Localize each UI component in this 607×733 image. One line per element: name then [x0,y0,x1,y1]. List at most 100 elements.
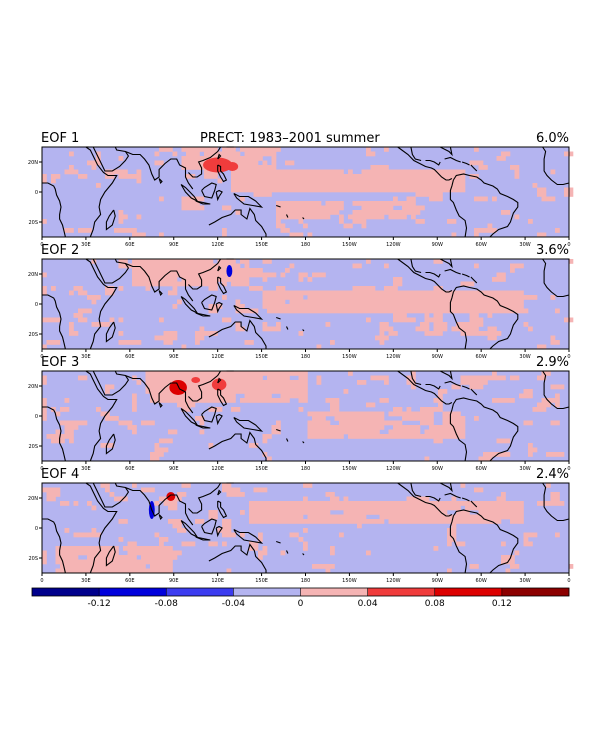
lat-tick-label: 20N [28,496,38,502]
lat-tick-label: 20S [28,332,38,338]
colorbar-segment [166,588,234,596]
colorbar-label: 0 [298,599,304,609]
lon-tick-label: 180 [301,242,311,248]
colorbar-label: 0.08 [425,599,445,609]
panel-4-variance: 2.4% [535,467,569,482]
anomaly-field [42,371,565,462]
lon-tick-label: 0 [567,354,570,360]
lon-tick-label: 120E [211,242,224,248]
lon-tick-label: 120W [386,466,401,472]
coastlines [42,146,570,238]
lon-tick-label: 30E [81,578,91,584]
colorbar-label: -0.08 [155,599,179,609]
colorbar-label: 0.12 [492,599,512,609]
lon-tick-label: 0 [567,466,570,472]
panel-3-variance: 2.9% [535,355,569,370]
strong-anomaly [191,377,201,383]
panel-4-label: EOF 4 [41,467,80,482]
lon-tick-label: 30E [81,242,91,248]
anomaly-field [42,483,574,574]
lon-tick-label: 150W [342,242,357,248]
lon-tick-label: 30W [519,242,530,248]
lon-tick-label: 0 [567,242,570,248]
lon-tick-label: 90W [432,354,443,360]
lon-tick-label: 120W [386,242,401,248]
lon-tick-label: 150W [342,578,357,584]
lon-tick-label: 60E [125,578,135,584]
lon-tick-label: 0 [40,242,43,248]
figure-title: PRECT: 1983–2001 summer [200,131,380,146]
lon-tick-label: 180 [301,466,311,472]
strong-anomaly [169,380,187,395]
lon-tick-label: 60E [125,354,135,360]
lon-tick-label: 0 [567,578,570,584]
colorbar-segment [32,588,100,596]
lon-tick-label: 150E [255,242,268,248]
lon-tick-label: 30E [81,466,91,472]
strong-anomaly [226,265,233,277]
colorbar: -0.12 -0.08 -0.04 0 0.04 0.08 0.12 [31,587,570,609]
eof-panel-2: 0 30E 60E 90E 120E 150E 180 150W 120W 90W 60W 30W 0 2… [28,258,574,360]
lon-tick-label: 30W [519,578,530,584]
lat-tick-label: 0 [35,302,38,308]
lon-tick-label: 60W [476,466,487,472]
lon-tick-label: 150W [342,354,357,360]
panel-1-variance: 6.0% [535,131,569,146]
lat-tick-label: 20N [28,160,38,166]
panel-3-label: EOF 3 [41,355,80,370]
lon-tick-label: 150E [255,466,268,472]
lon-tick-label: 0 [40,354,43,360]
lon-tick-label: 120W [386,578,401,584]
lon-tick-label: 30W [519,466,530,472]
coastlines [42,258,570,350]
lon-tick-label: 120E [211,466,224,472]
colorbar-segment [501,588,570,596]
lon-tick-label: 90E [169,466,179,472]
lat-tick-label: 0 [35,190,38,196]
panel-2-variance: 3.6% [535,243,569,258]
lon-tick-label: 30W [519,354,530,360]
lon-tick-label: 0 [40,466,43,472]
lat-tick-label: 20S [28,444,38,450]
lon-tick-label: 60E [125,466,135,472]
colorbar-segment [233,588,301,596]
lon-tick-label: 90E [169,242,179,248]
strong-anomaly [166,492,176,501]
lon-tick-label: 90E [169,354,179,360]
lon-tick-label: 180 [301,578,311,584]
lon-tick-label: 120E [211,578,224,584]
lon-tick-label: 150E [255,354,268,360]
lon-tick-label: 120W [386,354,401,360]
panel-1-label: EOF 1 [41,131,80,146]
anomaly-field [42,259,574,350]
lon-tick-label: 60W [476,354,487,360]
lon-tick-label: 60E [125,242,135,248]
lat-tick-label: 0 [35,414,38,420]
strong-anomaly [211,378,227,391]
lat-tick-label: 0 [35,526,38,532]
lon-tick-label: 60W [476,578,487,584]
colorbar-label: 0.04 [358,599,378,609]
lon-tick-label: 90W [432,242,443,248]
colorbar-segment [99,588,167,596]
lat-tick-label: 20N [28,384,38,390]
eof-panel-3: 0 30E 60E 90E 120E 150E 180 150W 120W 90W 60W 30W 0 2… [28,370,571,472]
lon-tick-label: 90W [432,578,443,584]
colorbar-segment [300,588,368,596]
lat-tick-label: 20S [28,220,38,226]
lon-tick-label: 150W [342,466,357,472]
panel-2-label: EOF 2 [41,243,80,258]
lon-tick-label: 60W [476,242,487,248]
coastlines [42,370,570,462]
colorbar-label: -0.12 [87,599,110,609]
eof-panel-4: 0 30E 60E 90E 120E 150E 180 150W 120W 90W 60W 30W 0 2… [28,482,574,584]
strong-anomaly [226,162,239,171]
lon-tick-label: 0 [40,578,43,584]
colorbar-segment [434,588,503,596]
colorbar-segment [367,588,436,596]
lon-tick-label: 150E [255,578,268,584]
lon-tick-label: 90W [432,466,443,472]
lat-tick-label: 20N [28,272,38,278]
lon-tick-label: 120E [211,354,224,360]
